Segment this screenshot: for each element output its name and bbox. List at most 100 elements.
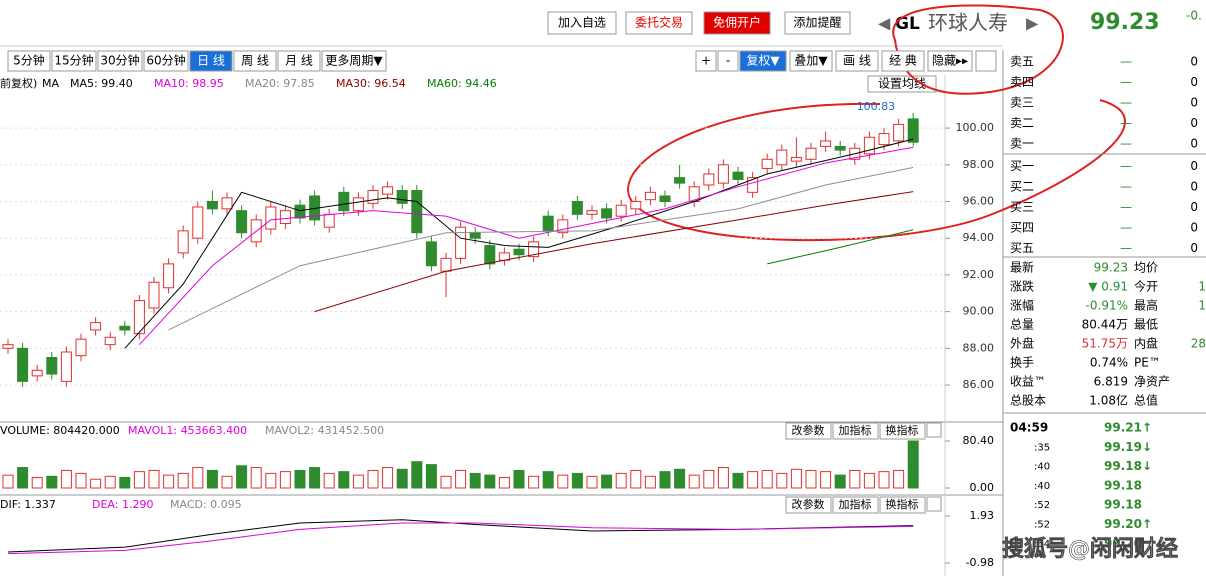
header-button-label[interactable]: 加入自选 — [558, 16, 606, 30]
book-volume: 0 — [1190, 221, 1198, 235]
candle-body — [542, 215, 554, 232]
volume-bar — [469, 472, 481, 489]
tool-button[interactable] — [835, 50, 879, 72]
panel-button[interactable] — [879, 422, 926, 440]
panel-button-label[interactable]: 换指标 — [886, 423, 919, 437]
volume-bar — [294, 469, 306, 489]
panel-button-label[interactable]: 加指标 — [839, 497, 872, 511]
period-tab[interactable] — [321, 50, 387, 72]
volume-bar — [863, 472, 875, 489]
stat-value: 6.819 — [1094, 375, 1128, 389]
candle-body — [177, 230, 189, 254]
period-label[interactable]: 周 线 — [241, 54, 269, 68]
header-button[interactable] — [784, 11, 851, 35]
y-tick-label: 80.40 — [963, 434, 995, 447]
header-button[interactable] — [625, 11, 693, 35]
book-price: — — [1120, 96, 1132, 110]
stat-label: 总量 — [1010, 318, 1034, 332]
period-tab[interactable] — [51, 50, 97, 72]
tool-label[interactable]: 经 典 — [889, 54, 917, 68]
period-label[interactable]: 15分钟 — [54, 53, 93, 68]
next-arrow[interactable]: ▶ — [1026, 14, 1039, 33]
tool-button[interactable] — [881, 50, 925, 72]
candle-body — [294, 204, 306, 219]
stat-label: 今开 — [1134, 279, 1158, 294]
stat-label: 最新 — [1010, 260, 1034, 275]
tick-time: :40 — [1034, 462, 1050, 473]
volume-bar — [659, 471, 671, 489]
volume-bar — [148, 469, 160, 489]
panel-button[interactable] — [879, 496, 926, 514]
volume-bar — [790, 468, 802, 489]
volume-bar — [586, 475, 598, 489]
volume-legend: VOLUME: 804420.000 — [0, 424, 120, 437]
tool-label[interactable]: 复权▼ — [746, 54, 780, 68]
y-tick-label: 88.00 — [963, 341, 995, 354]
close-button[interactable] — [926, 496, 942, 512]
period-tab[interactable] — [277, 50, 321, 72]
header-button[interactable] — [547, 11, 617, 35]
volume-bar — [75, 472, 87, 489]
tool-button[interactable] — [789, 50, 833, 72]
panel-button-label[interactable]: 加指标 — [839, 423, 872, 437]
set-ma[interactable]: 设置均线 — [878, 77, 926, 91]
tool-button[interactable] — [717, 50, 739, 72]
tool-label[interactable]: 叠加▼ — [794, 54, 828, 68]
stock-change: -0. — [1186, 9, 1202, 23]
volume-bar — [717, 467, 729, 489]
book-label: 买五 — [1010, 241, 1034, 255]
ma-line — [767, 229, 914, 265]
fullscreen-button[interactable] — [975, 50, 997, 72]
period-tab[interactable] — [7, 50, 51, 72]
volume-bar — [761, 469, 773, 489]
tick-price: 99.21↑ — [1104, 421, 1152, 435]
panel-button[interactable] — [832, 422, 879, 440]
panel-button-label[interactable]: 换指标 — [886, 497, 919, 511]
tick-time: :52 — [1034, 520, 1050, 531]
tool-label[interactable]: 隐藏▸▸ — [932, 54, 968, 68]
prev-arrow[interactable]: ◀ — [878, 14, 891, 33]
tool-button[interactable] — [927, 50, 973, 72]
volume-bar — [484, 474, 496, 489]
tool-label[interactable]: 画 线 — [843, 54, 871, 68]
book-volume: 0 — [1190, 180, 1198, 194]
candle-body — [192, 206, 204, 239]
panel-button[interactable] — [785, 422, 832, 440]
panel-button[interactable] — [832, 496, 879, 514]
tool-button[interactable] — [739, 50, 787, 72]
tool-button[interactable] — [695, 50, 717, 72]
header-button-label[interactable]: 委托交易 — [635, 15, 683, 30]
y-tick-label: 90.00 — [963, 305, 995, 318]
volume-bar — [674, 468, 686, 489]
volume-bar — [250, 467, 262, 489]
panel-button-label[interactable]: 改参数 — [792, 423, 825, 437]
panel-button[interactable] — [785, 496, 832, 514]
period-label[interactable]: 5分钟 — [13, 53, 45, 68]
tick-time: :54 — [1034, 539, 1050, 550]
candle-body — [469, 232, 481, 239]
volume-bar — [528, 475, 540, 489]
period-tab[interactable] — [143, 50, 189, 72]
period-label[interactable]: 月 线 — [285, 54, 313, 68]
period-label[interactable]: 60分钟 — [146, 53, 185, 68]
book-volume: 0 — [1190, 137, 1198, 151]
tool-label[interactable]: + — [701, 54, 711, 68]
header-button-label[interactable]: 免佣开户 — [713, 15, 761, 30]
tool-label[interactable]: - — [726, 54, 730, 68]
volume-bar — [46, 475, 58, 489]
header-button[interactable] — [703, 11, 771, 35]
period-label[interactable]: 更多周期▼ — [325, 54, 383, 68]
period-tab[interactable] — [189, 50, 233, 72]
panel-button-label[interactable]: 改参数 — [792, 497, 825, 511]
period-label[interactable]: 日 线 — [197, 54, 225, 68]
period-label[interactable]: 30分钟 — [100, 53, 139, 68]
period-tab[interactable] — [97, 50, 143, 72]
volume-bar — [805, 469, 817, 489]
ma-line — [314, 191, 914, 313]
header-button-label[interactable]: 添加提醒 — [793, 15, 841, 30]
close-button[interactable] — [926, 422, 942, 438]
book-price: — — [1120, 221, 1132, 235]
period-tab[interactable] — [233, 50, 277, 72]
set-ma-button[interactable] — [867, 75, 937, 93]
candle-body — [338, 191, 350, 212]
